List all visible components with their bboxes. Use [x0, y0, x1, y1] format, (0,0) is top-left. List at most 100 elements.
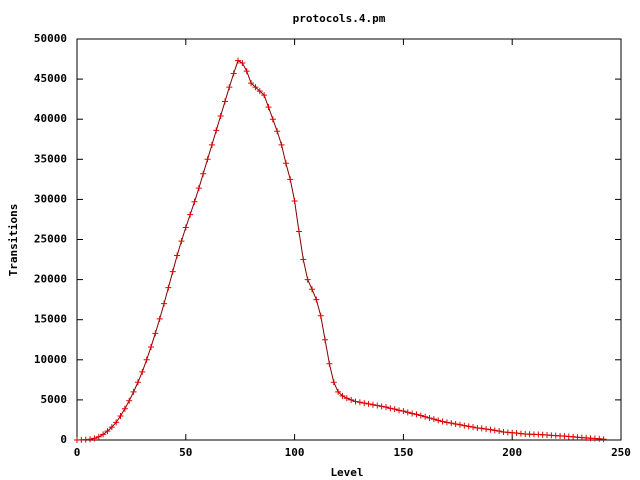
point-marker [117, 412, 124, 419]
point-marker [104, 428, 111, 435]
point-marker [470, 424, 477, 431]
point-marker [422, 413, 429, 420]
point-marker [113, 419, 120, 426]
point-marker [456, 421, 463, 428]
y-tick-label: 20000 [34, 273, 67, 286]
point-marker [195, 185, 202, 192]
y-tick-label: 5000 [41, 393, 68, 406]
point-marker [274, 128, 281, 135]
point-marker [387, 405, 394, 412]
point-marker [87, 436, 94, 443]
y-tick-label: 0 [60, 433, 67, 446]
point-marker [378, 403, 385, 410]
point-marker [134, 379, 141, 386]
point-marker [191, 198, 198, 205]
point-marker [452, 420, 459, 427]
y-axis-label: Transitions [7, 204, 20, 277]
point-marker [152, 330, 159, 337]
point-marker [313, 296, 320, 303]
point-marker [156, 315, 163, 322]
chart-title: protocols.4.pm [293, 12, 386, 25]
point-marker [465, 423, 472, 430]
point-marker [478, 425, 485, 432]
point-marker [130, 388, 137, 395]
point-marker [448, 420, 455, 427]
point-marker [213, 127, 220, 134]
point-marker [461, 422, 468, 429]
point-marker [413, 411, 420, 418]
point-marker [365, 400, 372, 407]
point-marker [300, 256, 307, 263]
point-marker [391, 406, 398, 413]
x-tick-label: 100 [285, 446, 305, 459]
point-marker [404, 409, 411, 416]
point-marker [282, 160, 289, 167]
point-marker [491, 427, 498, 434]
point-marker [243, 68, 250, 75]
point-marker [200, 170, 207, 177]
x-axis-label: Level [330, 466, 363, 479]
point-marker [139, 368, 146, 375]
point-marker [178, 238, 185, 245]
point-marker [443, 419, 450, 426]
point-marker [417, 412, 424, 419]
point-marker [161, 300, 168, 307]
y-tick-label: 15000 [34, 313, 67, 326]
point-marker [339, 392, 346, 399]
point-marker [239, 60, 246, 67]
point-marker [182, 224, 189, 231]
point-marker [343, 395, 350, 402]
point-marker [248, 80, 255, 87]
point-marker [309, 286, 316, 293]
point-marker [439, 418, 446, 425]
x-tick-label: 0 [74, 446, 81, 459]
point-marker [356, 399, 363, 406]
point-marker [287, 176, 294, 183]
point-marker [409, 410, 416, 417]
y-tick-label: 30000 [34, 192, 67, 205]
point-marker [174, 252, 181, 259]
point-marker [330, 379, 337, 386]
point-marker [374, 402, 381, 409]
y-tick-label: 45000 [34, 72, 67, 85]
point-marker [204, 156, 211, 163]
point-marker [326, 360, 333, 367]
point-marker [369, 401, 376, 408]
point-marker [304, 276, 311, 283]
y-tick-label: 50000 [34, 32, 67, 45]
point-marker [169, 268, 176, 275]
point-marker [91, 435, 98, 442]
point-marker [291, 198, 298, 205]
point-marker [265, 104, 272, 111]
point-marker [147, 343, 154, 350]
point-marker [217, 112, 224, 119]
point-marker [121, 405, 128, 412]
point-marker [100, 431, 107, 438]
point-marker [435, 417, 442, 424]
y-tick-label: 35000 [34, 152, 67, 165]
point-marker [165, 284, 172, 291]
x-tick-label: 250 [611, 446, 631, 459]
x-tick-label: 150 [393, 446, 413, 459]
point-marker [496, 428, 503, 435]
point-marker [187, 211, 194, 218]
point-marker [230, 70, 237, 77]
point-marker [426, 414, 433, 421]
point-marker [143, 356, 150, 363]
point-marker [278, 141, 285, 148]
y-tick-label: 40000 [34, 112, 67, 125]
point-marker [487, 426, 494, 433]
point-marker [317, 312, 324, 319]
point-marker [396, 407, 403, 414]
point-marker [235, 57, 242, 64]
point-marker [252, 84, 259, 91]
x-tick-label: 50 [179, 446, 192, 459]
point-marker [226, 84, 233, 91]
point-marker [126, 397, 133, 404]
point-marker [208, 141, 215, 148]
point-marker [221, 98, 228, 105]
point-marker [295, 228, 302, 235]
point-marker [348, 396, 355, 403]
